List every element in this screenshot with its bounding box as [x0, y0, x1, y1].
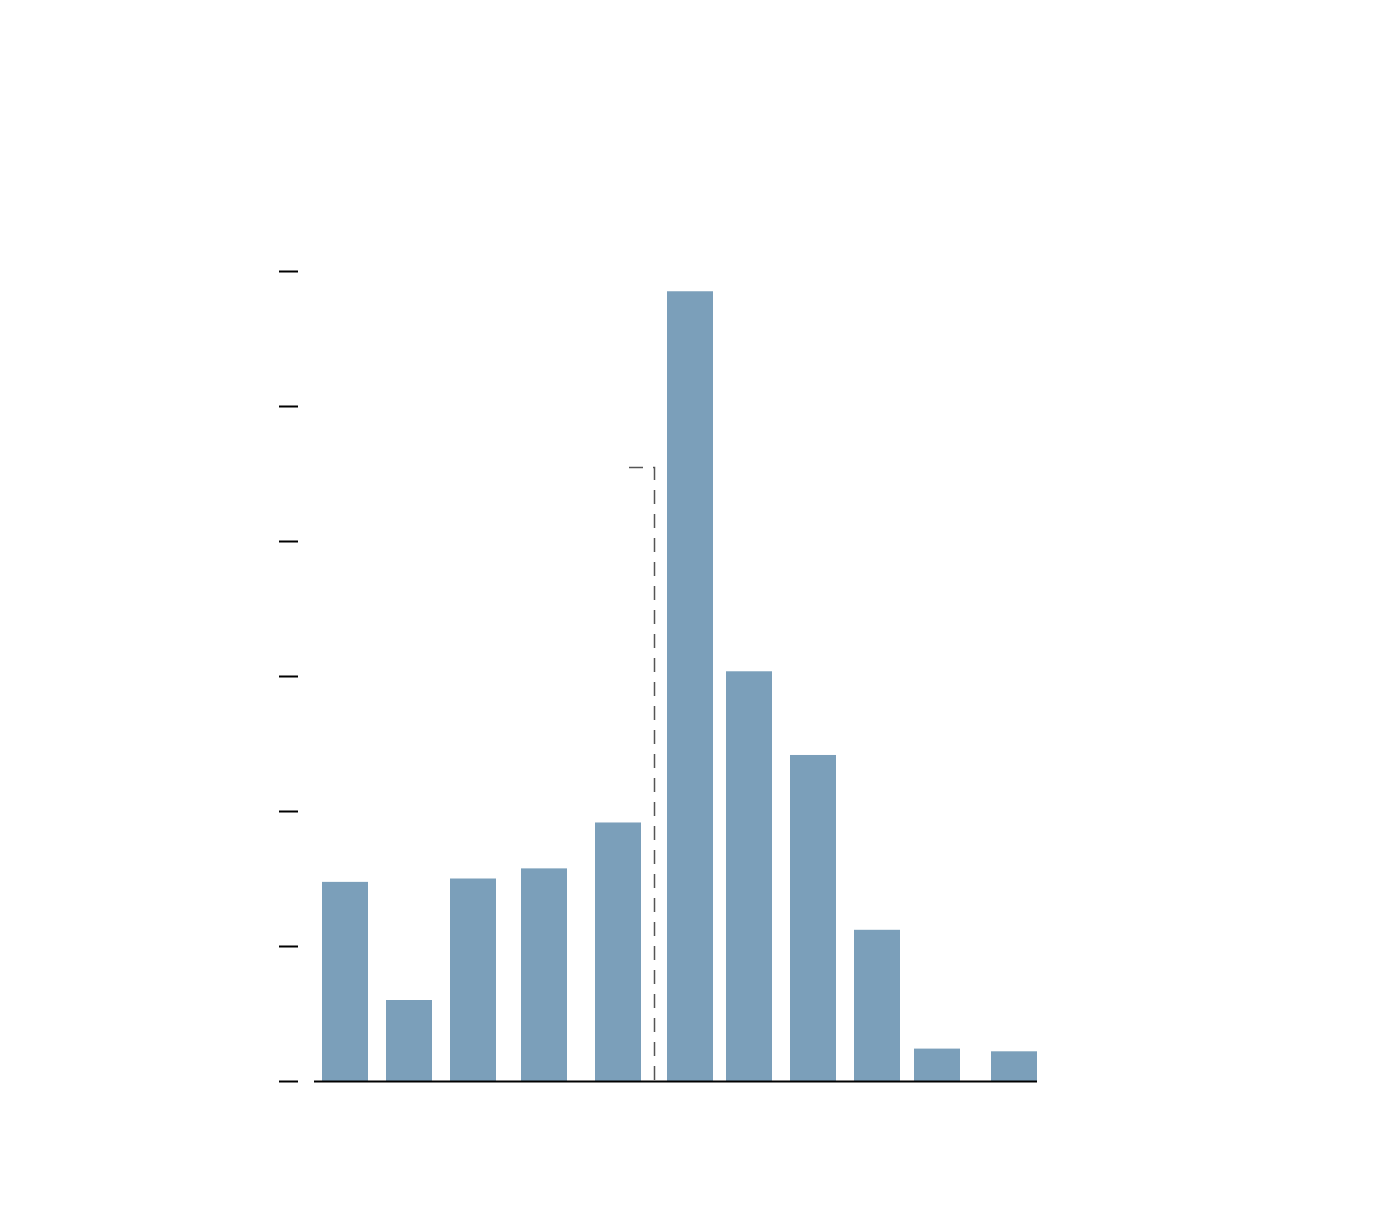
- bar-7: [726, 671, 772, 1081]
- bar-5: [595, 822, 641, 1081]
- bar-11: [991, 1051, 1037, 1081]
- dashed-bracket-annotation: [629, 466, 656, 1081]
- bar-10: [914, 1048, 960, 1081]
- bar-2: [386, 1000, 432, 1081]
- bar-6: [667, 291, 713, 1081]
- bar-4: [521, 868, 567, 1081]
- bar-8: [790, 754, 836, 1081]
- bar-9: [854, 929, 900, 1081]
- bar-1: [322, 881, 368, 1081]
- bar-3: [450, 878, 496, 1081]
